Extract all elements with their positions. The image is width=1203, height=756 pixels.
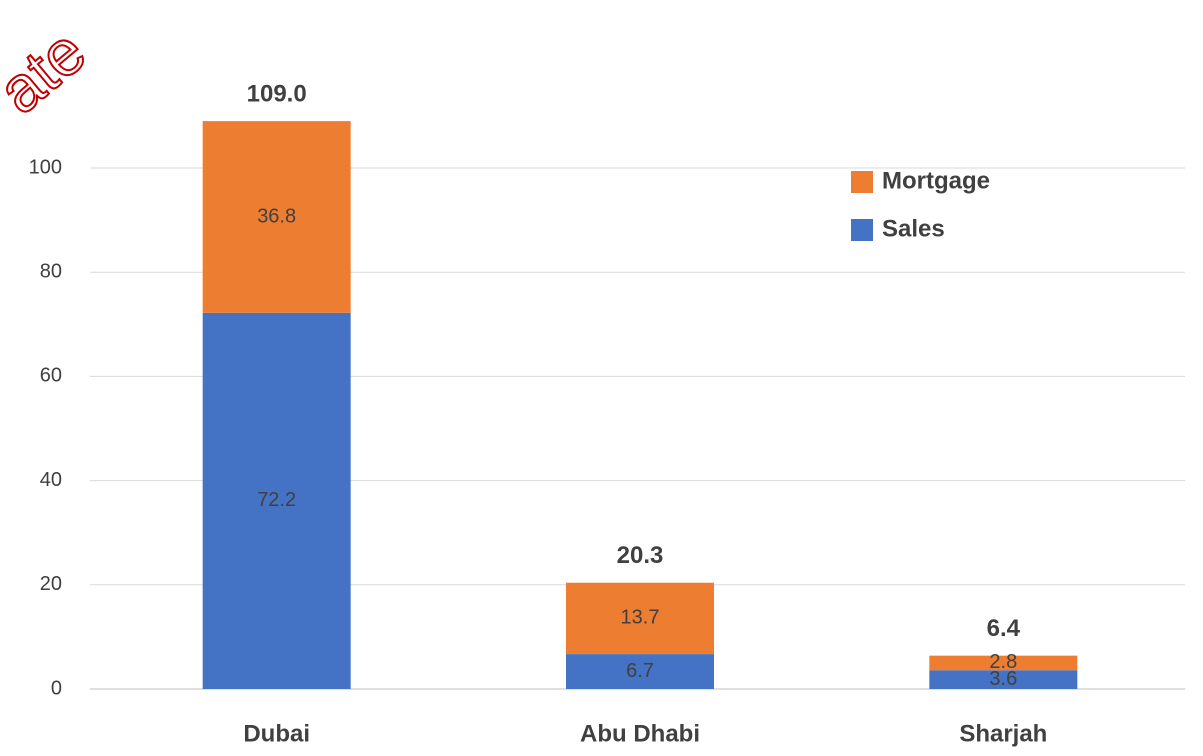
total-label: 20.3 [617,542,664,569]
data-label: 36.8 [257,205,296,227]
y-tick-label: 60 [40,365,62,387]
data-label: 2.8 [989,651,1017,673]
y-tick-label: 20 [40,573,62,595]
legend-swatch [851,219,873,241]
total-label: 109.0 [247,80,307,107]
total-label: 6.4 [987,615,1021,642]
data-label: 3.6 [989,668,1017,690]
x-tick-label: Dubai [243,720,310,747]
watermark: ate [0,15,99,127]
y-tick-label: 40 [40,469,62,491]
y-tick-label: 100 [29,156,62,178]
bar-segment [202,312,351,689]
bar-segment [929,655,1078,671]
data-label: 6.7 [626,660,654,682]
data-label: 72.2 [257,489,296,511]
legend-label: Mortgage [882,167,990,194]
legend-label: Sales [882,215,945,242]
y-tick-label: 0 [51,677,62,699]
x-tick-label: Abu Dhabi [580,720,700,747]
bar-segment [929,670,1078,689]
legend-swatch [851,171,873,193]
bar-segment [202,121,351,313]
y-tick-label: 80 [40,260,62,282]
bar-segment [566,582,714,655]
bar-segment [566,654,714,689]
x-tick-label: Sharjah [959,720,1047,747]
data-label: 13.7 [621,607,660,629]
